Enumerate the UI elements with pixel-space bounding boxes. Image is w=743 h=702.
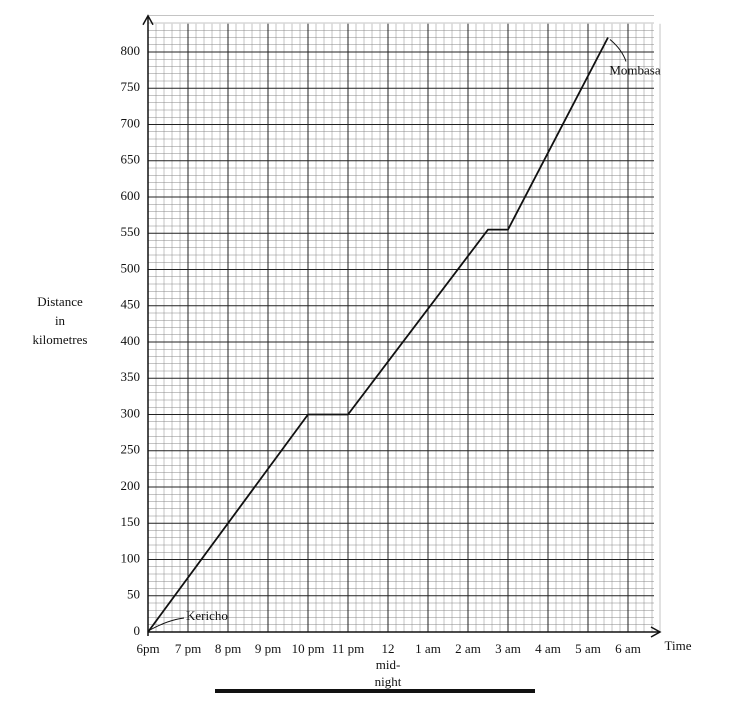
distance-line — [147, 37, 609, 633]
y-tick-label: 50 — [127, 587, 140, 602]
x-tick-label: 6 am — [615, 641, 641, 656]
start-annotation: Kericho — [186, 608, 228, 623]
x-tick-label: 3 am — [495, 641, 521, 656]
y-tick-label: 650 — [121, 152, 141, 167]
x-note: mid- — [376, 657, 401, 672]
x-tick-label: 5 am — [575, 641, 601, 656]
y-tick-label: 800 — [121, 43, 141, 58]
y-tick-label: 700 — [121, 115, 141, 130]
y-axis-label: Distance — [37, 294, 83, 309]
x-axis-label: Time — [665, 638, 692, 653]
y-tick-label: 450 — [121, 297, 141, 312]
y-tick-label: 300 — [121, 405, 141, 420]
x-tick-label: 1 am — [415, 641, 441, 656]
y-tick-label: 500 — [121, 260, 141, 275]
y-axis-label: in — [55, 313, 66, 328]
y-tick-label: 350 — [121, 369, 141, 384]
x-tick-label: 12 — [382, 641, 395, 656]
x-tick-label: 4 am — [535, 641, 561, 656]
y-tick-label: 750 — [121, 79, 141, 94]
y-tick-label: 0 — [134, 623, 141, 638]
scan-bar — [215, 689, 535, 693]
x-tick-label: 8 pm — [215, 641, 241, 656]
y-tick-label: 100 — [121, 550, 141, 565]
x-axis-arrow — [650, 626, 662, 638]
y-tick-label: 200 — [121, 478, 141, 493]
y-axis-arrow — [142, 14, 154, 26]
y-tick-label: 250 — [121, 442, 141, 457]
x-note: night — [375, 674, 402, 689]
y-tick-label: 150 — [121, 514, 141, 529]
y-tick-label: 600 — [121, 188, 141, 203]
x-tick-label: 10 pm — [292, 641, 325, 656]
end-annotation: Mombasa — [609, 62, 661, 77]
x-tick-label: 9 pm — [255, 641, 281, 656]
x-tick-label: 7 pm — [175, 641, 201, 656]
y-axis-label: kilometres — [33, 332, 88, 347]
y-tick-label: 400 — [121, 333, 141, 348]
x-tick-label: 2 am — [455, 641, 481, 656]
y-tick-label: 550 — [121, 224, 141, 239]
start-pointer — [149, 617, 185, 631]
end-pointer — [609, 39, 627, 62]
x-tick-label: 11 pm — [332, 641, 364, 656]
x-tick-label: 6pm — [136, 641, 159, 656]
